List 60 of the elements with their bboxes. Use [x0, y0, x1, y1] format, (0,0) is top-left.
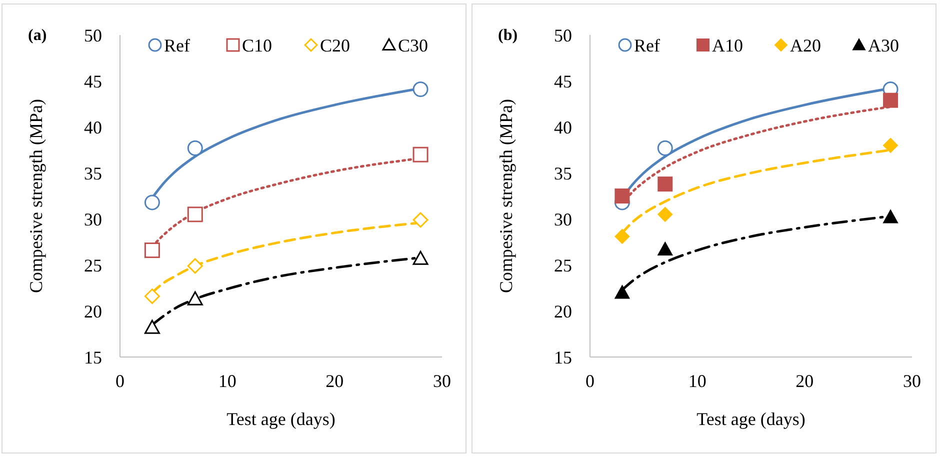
- y-tick-label: 20: [554, 301, 572, 322]
- point: [187, 206, 203, 222]
- legend-label: A20: [790, 35, 821, 56]
- x-tick-label: 10: [218, 371, 236, 391]
- y-tick-label: 30: [554, 209, 572, 230]
- y-tick-label: 50: [554, 25, 572, 46]
- point: [412, 212, 428, 228]
- legend-label: A10: [712, 35, 743, 56]
- point: [658, 206, 673, 222]
- y-tick-label: 35: [84, 163, 102, 184]
- point: [412, 250, 428, 265]
- y-tick-label: 30: [84, 209, 102, 230]
- x-tick-label: 20: [326, 371, 344, 391]
- x-tick-label: 10: [688, 371, 706, 391]
- point: [187, 140, 203, 156]
- point: [657, 140, 673, 156]
- y-tick-label: 25: [84, 255, 102, 276]
- x-tick-label: 0: [116, 371, 124, 391]
- legend-label: C30: [398, 35, 428, 56]
- point: [412, 82, 428, 98]
- y-tick-label: 35: [554, 163, 572, 184]
- x-tick-label: 30: [903, 371, 921, 391]
- point: [883, 92, 898, 108]
- x-tick-label: 30: [433, 371, 451, 391]
- point: [187, 258, 203, 274]
- y-tick-label: 45: [84, 71, 102, 92]
- point: [412, 146, 428, 162]
- x-axis-title: Test age (days): [696, 409, 806, 429]
- y-tick-label: 15: [554, 347, 572, 368]
- chart-title: (a): [28, 27, 47, 44]
- y-tick-label: 25: [554, 255, 572, 276]
- y-tick-label: 50: [84, 25, 102, 46]
- legend-label: Ref: [634, 35, 660, 56]
- point: [144, 242, 160, 258]
- point: [187, 291, 203, 306]
- point: [144, 320, 160, 334]
- point: [883, 138, 898, 153]
- point: [658, 176, 673, 192]
- y-tick-label: 40: [84, 117, 102, 138]
- point: [883, 210, 898, 224]
- legend-label: C10: [242, 35, 272, 56]
- legend-label: C20: [320, 35, 350, 56]
- x-axis-title: Test age (days): [226, 409, 336, 429]
- legend-label: A30: [868, 35, 899, 56]
- x-tick-label: 20: [796, 371, 814, 391]
- y-axis-title: Compesive strength (MPa): [26, 99, 46, 293]
- y-tick-label: 45: [554, 71, 572, 92]
- y-axis-title: Compesive strength (MPa): [496, 99, 516, 293]
- y-tick-label: 15: [84, 347, 102, 368]
- legend-label: Ref: [164, 35, 190, 56]
- y-tick-label: 20: [84, 301, 102, 322]
- point: [658, 242, 673, 256]
- chart-title: (b): [498, 27, 518, 44]
- y-tick-label: 40: [554, 117, 572, 138]
- point: [144, 194, 160, 210]
- x-tick-label: 0: [586, 371, 594, 391]
- point: [614, 228, 630, 244]
- point: [614, 285, 630, 299]
- point: [614, 188, 630, 204]
- point: [144, 288, 160, 304]
